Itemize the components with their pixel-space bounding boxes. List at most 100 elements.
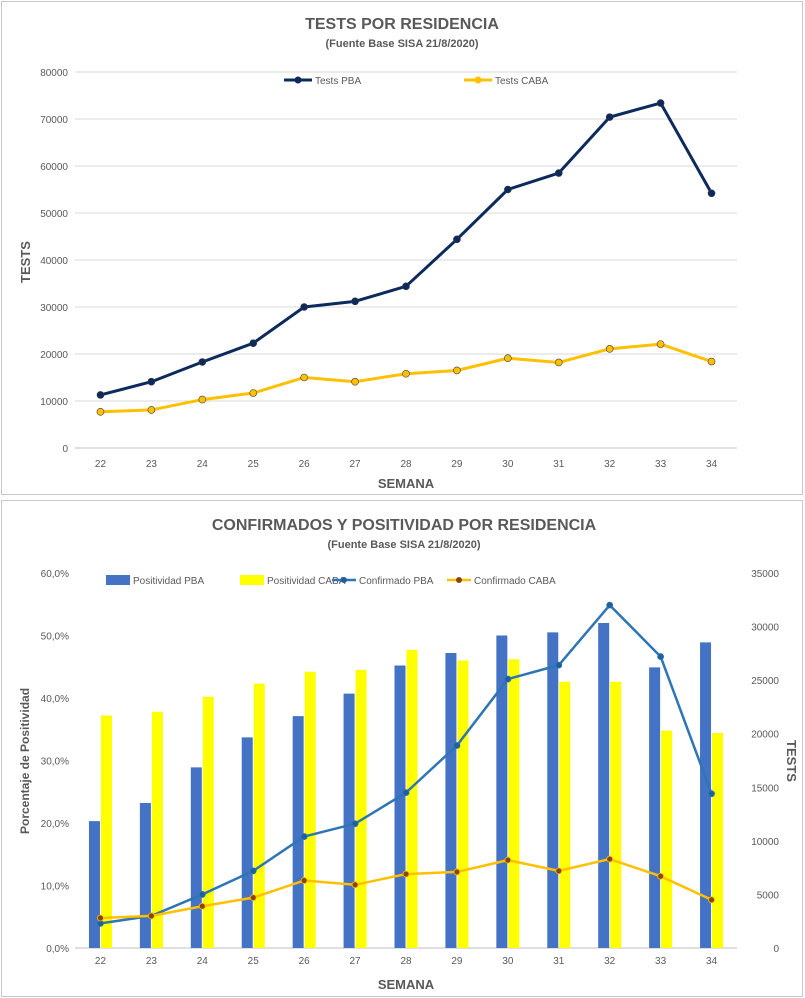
x-tick-label: 27 xyxy=(350,956,362,967)
data-point xyxy=(555,867,563,875)
x-tick-label: 31 xyxy=(553,459,565,470)
x-tick-label: 30 xyxy=(502,956,514,967)
data-point xyxy=(351,297,359,306)
y-axis-label: TESTS xyxy=(18,241,33,283)
data-point xyxy=(453,868,461,876)
bar-positividad-pba xyxy=(445,653,457,948)
chart-title: TESTS POR RESIDENCIA xyxy=(305,16,499,33)
y-tick-label: 70000 xyxy=(40,115,68,126)
chart-subtitle: (Fuente Base SISA 21/8/2020) xyxy=(325,38,478,50)
bar-positividad-pba xyxy=(139,803,151,948)
bar-positividad-pba xyxy=(88,821,100,948)
x-tick-label: 25 xyxy=(248,459,260,470)
y-tick-label: 30000 xyxy=(40,303,68,314)
bar-positividad-caba xyxy=(202,696,214,948)
data-point xyxy=(249,867,257,875)
positividad-combo-chart: CONFIRMADOS Y POSITIVIDAD POR RESIDENCIA… xyxy=(18,517,799,992)
y-tick-label-left: 10,0% xyxy=(41,882,69,893)
data-point xyxy=(657,653,665,660)
legend-swatch xyxy=(240,575,264,585)
x-tick-label: 34 xyxy=(706,956,718,967)
data-point xyxy=(707,189,716,198)
bar-positividad-pba xyxy=(343,693,355,948)
data-point xyxy=(453,366,461,375)
y-tick-label-left: 60,0% xyxy=(41,569,69,580)
bar-positividad-pba xyxy=(190,767,202,948)
chart-title: CONFIRMADOS Y POSITIVIDAD POR RESIDENCIA xyxy=(212,517,597,534)
y-tick-label-right: 20000 xyxy=(751,730,779,741)
data-point xyxy=(504,185,512,194)
data-point xyxy=(147,912,155,920)
x-tick-label: 23 xyxy=(146,956,158,967)
x-tick-label: 33 xyxy=(655,459,667,470)
data-point xyxy=(300,373,308,382)
x-tick-label: 32 xyxy=(604,459,616,470)
data-point xyxy=(656,340,665,348)
x-tick-label: 30 xyxy=(502,459,514,470)
data-point xyxy=(453,742,461,749)
x-tick-label: 23 xyxy=(146,459,158,470)
x-tick-label: 28 xyxy=(400,956,412,967)
data-point xyxy=(198,891,206,898)
legend-label: Tests PBA xyxy=(315,76,361,87)
bar-positividad-caba xyxy=(355,669,367,948)
bar-positividad-caba xyxy=(508,659,520,948)
y-tick-label-right: 25000 xyxy=(751,676,779,687)
legend-label: Confirmado CABA xyxy=(474,576,556,587)
bar-positividad-pba xyxy=(394,665,406,948)
x-tick-label: 27 xyxy=(350,459,362,470)
y-tick-label: 80000 xyxy=(40,68,68,79)
y-tick-label-right: 0 xyxy=(773,944,779,955)
bar-positividad-caba xyxy=(457,660,469,948)
data-point xyxy=(249,339,258,347)
data-point xyxy=(402,369,410,378)
x-tick-label: 29 xyxy=(451,956,463,967)
data-point xyxy=(198,358,207,366)
x-tick-label: 28 xyxy=(400,459,412,470)
legend-marker xyxy=(341,577,347,583)
legend-label: Positividad PBA xyxy=(133,576,204,587)
data-point xyxy=(554,358,563,367)
x-tick-label: 25 xyxy=(248,956,260,967)
x-tick-label: 22 xyxy=(95,956,107,967)
tests-line-chart: TESTS POR RESIDENCIA (Fuente Base SISA 21… xyxy=(18,16,737,491)
y-tick-label-left: 50,0% xyxy=(41,632,69,643)
legend-label: Positividad CABA xyxy=(267,576,346,587)
y-tick-label-right: 5000 xyxy=(757,890,780,901)
x-tick-label: 24 xyxy=(197,956,209,967)
bar-positividad-caba xyxy=(100,715,112,948)
data-point xyxy=(300,833,308,840)
x-tick-label: 26 xyxy=(299,459,311,470)
positividad-chart-panel: CONFIRMADOS Y POSITIVIDAD POR RESIDENCIA… xyxy=(1,500,803,997)
data-point xyxy=(554,169,563,177)
bar-positividad-pba xyxy=(496,635,508,948)
y-tick-label-right: 35000 xyxy=(751,569,779,580)
bar-positividad-caba xyxy=(253,683,265,948)
bar-positividad-pba xyxy=(547,632,559,948)
bar-positividad-caba xyxy=(304,671,316,948)
data-point xyxy=(606,601,614,609)
y-tick-label-left: 20,0% xyxy=(41,819,69,830)
data-point xyxy=(606,855,614,863)
y-tick-label-left: 0,0% xyxy=(46,944,69,955)
data-point xyxy=(249,894,257,902)
bar-positividad-pba xyxy=(292,716,304,948)
y-axis-label-left: Porcentaje de Positividad xyxy=(18,688,32,834)
y-tick-label-left: 30,0% xyxy=(41,757,69,768)
bar-positividad-caba xyxy=(661,730,673,948)
data-point xyxy=(657,872,665,880)
data-point xyxy=(708,790,715,798)
y-tick-label-right: 10000 xyxy=(751,837,779,848)
data-point xyxy=(300,303,308,311)
y-tick-label: 50000 xyxy=(40,209,68,220)
legend-swatch xyxy=(106,575,130,585)
x-tick-label: 29 xyxy=(451,459,463,470)
bar-positividad-caba xyxy=(712,733,724,948)
data-point xyxy=(402,870,410,878)
bar-positividad-caba xyxy=(610,681,622,948)
data-point xyxy=(605,345,614,353)
y-tick-label: 10000 xyxy=(40,397,68,408)
bar-positividad-caba xyxy=(151,711,163,948)
data-point xyxy=(708,896,715,904)
data-point xyxy=(351,820,359,828)
